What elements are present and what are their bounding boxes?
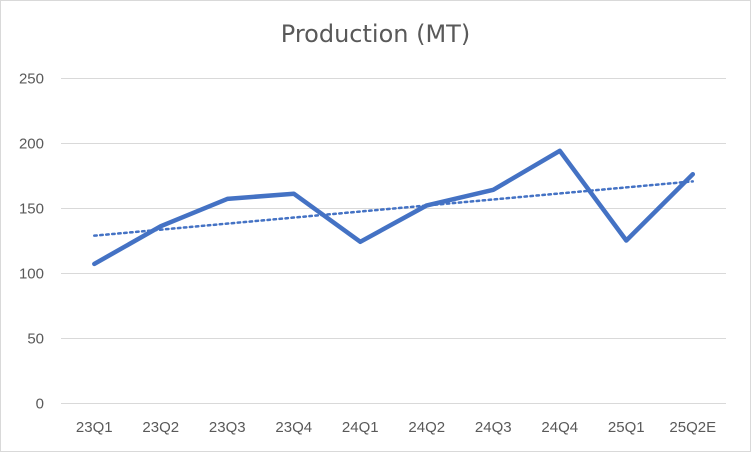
series-layer <box>92 148 696 267</box>
chart-title: Production (MT) <box>280 20 471 48</box>
x-tick-label-23Q4: 23Q4 <box>275 419 312 436</box>
y-tick-label-150: 150 <box>19 201 44 218</box>
series-line <box>92 148 696 267</box>
y-tick-label-100: 100 <box>19 266 44 283</box>
x-tick-label-23Q1: 23Q1 <box>76 419 113 436</box>
x-tick-label-24Q4: 24Q4 <box>541 419 578 436</box>
trendline-layer <box>93 180 694 237</box>
x-tick-label-25Q1: 25Q1 <box>608 419 645 436</box>
trendline <box>93 180 694 237</box>
y-axis-tick-labels: 0 50 100 150 200 250 <box>19 71 44 413</box>
x-tick-label-23Q3: 23Q3 <box>209 419 246 436</box>
x-axis-tick-labels: 23Q1 23Q2 23Q3 23Q4 24Q1 24Q2 24Q3 24Q4 25Q1 25Q2… <box>76 419 716 436</box>
y-tick-label-250: 250 <box>19 71 44 88</box>
x-tick-label-23Q2: 23Q2 <box>142 419 179 436</box>
x-tick-label-24Q3: 24Q3 <box>475 419 512 436</box>
gridlines <box>61 78 726 404</box>
x-tick-label-24Q1: 24Q1 <box>342 419 379 436</box>
x-tick-label-25Q2E: 25Q2E <box>669 419 716 436</box>
x-tick-label-24Q2: 24Q2 <box>408 419 445 436</box>
y-tick-label-0: 0 <box>36 396 44 413</box>
y-tick-label-50: 50 <box>27 331 44 348</box>
y-tick-label-200: 200 <box>19 136 44 153</box>
